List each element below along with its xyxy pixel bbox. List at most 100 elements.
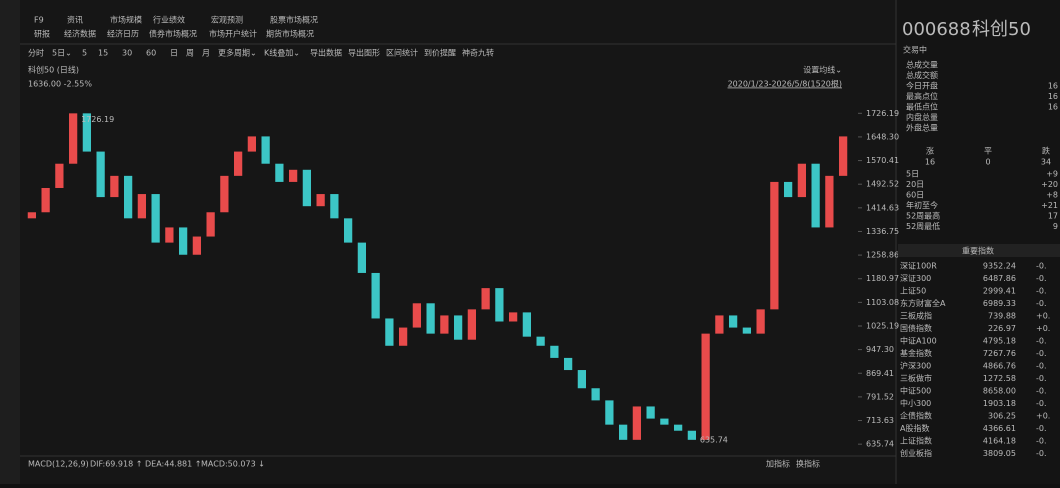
candle-body [275, 163, 284, 182]
candle-body [151, 194, 160, 243]
y-tick-label: 1648.30 [866, 132, 899, 141]
menu-item[interactable]: 市场开户统计 [209, 29, 257, 39]
candle-body [371, 272, 380, 319]
index-name[interactable]: 企债指数 [900, 411, 932, 421]
candle-body [220, 175, 229, 213]
index-change: -0. [1036, 387, 1047, 396]
candle-body [192, 236, 201, 255]
menu-item[interactable]: 股票市场概况 [270, 15, 318, 25]
y-tick-label: 1336.75 [866, 227, 899, 236]
candle-body [316, 194, 325, 207]
index-name[interactable]: 国债指数 [900, 323, 932, 333]
candle-body [412, 303, 421, 328]
y-tick-label: 1570.41 [866, 156, 899, 165]
toolbar-item[interactable]: 导出数据 [310, 48, 342, 58]
index-name[interactable]: 深证300 [900, 274, 931, 283]
candle-body [619, 424, 628, 440]
index-name[interactable]: 三板成指 [900, 311, 932, 321]
indicator-label: DIF:69.918 ↑ [90, 460, 142, 469]
index-name[interactable]: 上证指数 [900, 436, 932, 446]
candle-body [110, 175, 119, 198]
stat-label: 最高点位 [906, 91, 938, 101]
stat-value: 16 [1048, 92, 1058, 101]
candle-body [784, 181, 793, 198]
candle-body [550, 345, 559, 358]
menu-item[interactable]: 债券市场概况 [149, 29, 197, 39]
period-label: 20日 [906, 180, 924, 189]
toolbar-item[interactable]: 5日⌄ [52, 49, 72, 58]
toolbar-item[interactable]: 5 [82, 49, 87, 58]
toolbar-item[interactable]: 日 [170, 49, 178, 58]
ticker-code: 000688 [902, 19, 971, 40]
menu-item[interactable]: 宏观预测 [211, 15, 243, 25]
menu-item[interactable]: F9 [34, 16, 44, 25]
index-name[interactable]: 中证500 [900, 386, 931, 396]
toolbar-item[interactable]: 60 [146, 49, 156, 58]
y-tick-label: 1492.52 [866, 180, 899, 189]
index-change: -0. [1036, 374, 1047, 383]
index-change: -0. [1036, 262, 1047, 271]
index-name[interactable]: 中证A100 [900, 336, 937, 346]
y-tick-label: 1258.86 [866, 251, 899, 260]
candle-body [399, 327, 408, 346]
period-label: 52周最低 [906, 221, 940, 231]
index-name[interactable]: 创业板指 [900, 448, 932, 458]
index-name[interactable]: 基金指数 [900, 348, 932, 358]
period-label: 年初至今 [906, 200, 938, 210]
index-name[interactable]: 深证100R [900, 262, 937, 271]
index-name[interactable]: A股指数 [900, 423, 929, 433]
indicator-label[interactable]: 加指标 [766, 459, 790, 469]
index-name[interactable]: 沪深300 [900, 361, 931, 371]
toolbar-item[interactable]: 区间统计 [386, 48, 418, 58]
candle-body [646, 406, 655, 419]
toolbar-item[interactable]: 到价提醒 [424, 48, 456, 58]
menu-item[interactable]: 经济数据 [64, 29, 96, 39]
period-value: +9 [1046, 170, 1058, 179]
index-name[interactable]: 东方财富全A [900, 298, 946, 308]
index-value: 6487.86 [983, 274, 1016, 283]
toolbar-item[interactable]: 30 [122, 49, 132, 58]
chart-subtitle: 1636.00 -2.55% [28, 80, 92, 89]
toolbar-item[interactable]: 15 [98, 49, 108, 58]
toolbar-item[interactable]: 月 [202, 49, 210, 58]
index-change: +0. [1036, 412, 1050, 421]
indicator-label[interactable]: 换指标 [796, 459, 820, 469]
menu-item[interactable]: 市场规模 [110, 15, 142, 25]
toolbar-item[interactable]: 分时 [28, 48, 44, 58]
candle-body [247, 136, 256, 152]
index-value: 4366.61 [983, 424, 1016, 433]
candle-body [660, 418, 669, 425]
y-tick-label: 869.41 [866, 369, 894, 378]
toolbar-item[interactable]: K线叠加⌄ [264, 48, 300, 58]
index-name[interactable]: 上证50 [900, 287, 926, 296]
breadth-label: 平 [984, 147, 992, 156]
toolbar-item[interactable]: 周 [186, 49, 194, 58]
index-value: 4164.18 [983, 437, 1016, 446]
toolbar-item[interactable]: 神奇九转 [462, 48, 494, 58]
menu-item[interactable]: 资讯 [67, 15, 83, 25]
toolbar-item[interactable]: 导出图形 [348, 48, 380, 58]
quote-panel [896, 0, 1060, 484]
period-value: +8 [1046, 191, 1058, 200]
indicator-label: DEA:44.881 ↑ [145, 460, 201, 469]
y-tick-label: 1180.97 [866, 274, 899, 283]
ma-button[interactable]: 设置均线⌄ [803, 65, 842, 75]
menu-item[interactable]: 行业绩效 [153, 15, 185, 25]
candle-body [69, 113, 78, 164]
menu-item[interactable]: 经济日历 [107, 29, 139, 39]
stat-label: 总成交额 [906, 70, 938, 80]
index-change: -0. [1036, 349, 1047, 358]
menu-item[interactable]: 期货市场概况 [266, 29, 314, 39]
candle-body [426, 303, 435, 334]
period-value: +21 [1041, 201, 1058, 210]
menu-item[interactable]: 研报 [34, 29, 50, 39]
candle-body [454, 315, 463, 340]
candle-body [701, 333, 710, 440]
stat-label: 总成交量 [906, 60, 938, 70]
index-name[interactable]: 中小300 [900, 398, 931, 408]
price-annotation: 1726.19 [81, 115, 114, 124]
candle-body [522, 312, 531, 337]
toolbar-item[interactable]: 更多周期⌄ [218, 48, 257, 58]
index-value: 4866.76 [983, 362, 1016, 371]
index-name[interactable]: 三板做市 [900, 373, 932, 383]
